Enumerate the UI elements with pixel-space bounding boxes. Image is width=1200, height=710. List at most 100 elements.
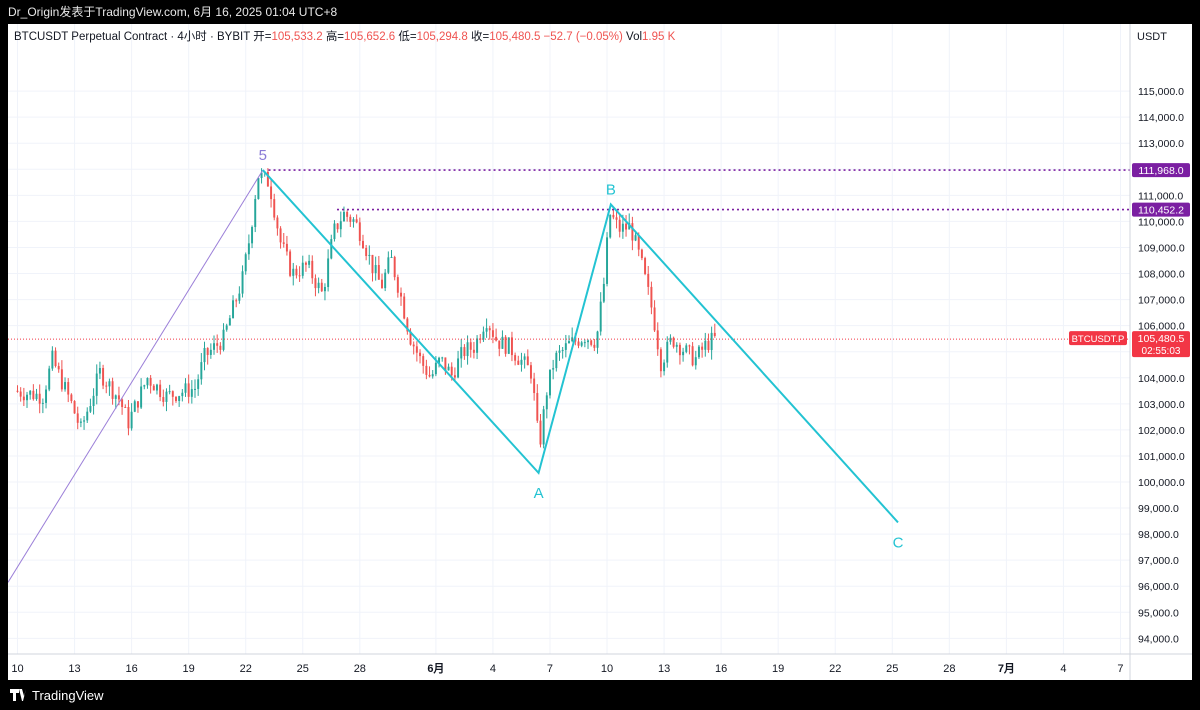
candle-body: [495, 336, 498, 341]
candle-body: [422, 356, 425, 366]
x-tick-label: 28: [354, 663, 366, 675]
candle-body: [238, 293, 241, 301]
candle-body: [155, 384, 158, 391]
x-tick-label: 7: [1117, 663, 1123, 675]
candle-body: [476, 338, 479, 353]
wave-label-c: C: [893, 534, 904, 551]
candle-body: [552, 368, 555, 370]
x-tick-label: 16: [125, 663, 137, 675]
x-tick-label: 10: [11, 663, 23, 675]
candle-body: [60, 369, 63, 390]
candle-body: [323, 287, 326, 292]
candle-body: [593, 344, 596, 348]
candle-body: [304, 262, 307, 265]
candle-body: [450, 366, 453, 376]
candle-body: [67, 382, 70, 395]
candle-body: [634, 235, 637, 241]
y-tick-label: 96,000.0: [1138, 581, 1179, 593]
candle-body: [279, 228, 282, 243]
candle-body: [86, 411, 89, 421]
candle-body: [301, 262, 304, 276]
candle-body: [507, 337, 510, 354]
y-tick-label: 103,000.0: [1138, 399, 1185, 411]
candle-body: [599, 301, 602, 332]
candle-body: [685, 345, 688, 352]
candle-body: [76, 413, 79, 423]
candle-body: [70, 394, 73, 402]
candle-body: [219, 345, 222, 350]
candle-body: [694, 357, 697, 366]
candle-body: [190, 389, 193, 397]
candle-body: [640, 249, 643, 259]
x-tick-label: 22: [240, 663, 252, 675]
candle-body: [184, 383, 187, 393]
x-tick-label: 4: [1060, 663, 1066, 675]
candle-body: [244, 254, 247, 272]
candle-body: [282, 242, 285, 244]
candle-body: [308, 260, 311, 265]
candle-body: [441, 357, 444, 359]
candle-body: [95, 373, 98, 396]
ohlc-label: 高=: [326, 29, 344, 43]
candle-body: [235, 300, 238, 302]
candle-body: [330, 239, 333, 259]
brand-name: TradingView: [32, 687, 104, 703]
candle-body: [396, 277, 399, 293]
y-tick-label: 104,000.0: [1138, 373, 1185, 385]
candle-body: [523, 356, 526, 360]
axes: USDT 94,000.0 95,000.0 96,000.0 97,000.0 98,0…: [8, 24, 1192, 680]
y-tick-label: 107,000.0: [1138, 295, 1185, 307]
level-price-label: 110,452.2: [1138, 205, 1184, 217]
candle-body: [587, 340, 589, 343]
y-tick-label: 106,000.0: [1138, 321, 1185, 333]
candle-body: [102, 368, 105, 386]
candle-body: [529, 365, 532, 379]
candle-body: [583, 342, 586, 344]
candle-body: [200, 362, 203, 380]
candle-body: [317, 282, 320, 289]
candle-body: [606, 237, 609, 284]
candle-body: [438, 357, 441, 363]
candle-body: [266, 171, 269, 187]
chart-panel[interactable]: 5 A B C USDT 94,000.0 95,000.0 96,000.0 97,000.…: [8, 24, 1192, 680]
candle-body: [381, 279, 383, 289]
candle-body: [79, 421, 82, 423]
candle-body: [203, 347, 206, 363]
level-price-label: 111,968.0: [1138, 165, 1183, 177]
candle-body: [130, 411, 133, 429]
candle-body: [194, 388, 196, 390]
candle-body: [152, 385, 155, 391]
candle-body: [181, 392, 184, 397]
abc-wave-line: [262, 169, 899, 524]
candle-body: [222, 329, 225, 350]
y-tick-label: 114,000.0: [1138, 112, 1184, 124]
ohlc-legend: BTCUSDT Perpetual Contract · 4小时 · BYBIT…: [14, 29, 676, 43]
candle-body: [358, 222, 361, 241]
candle-body: [678, 344, 681, 356]
candles: [16, 168, 716, 449]
candle-body: [257, 178, 260, 200]
y-tick-label: 108,000.0: [1138, 269, 1185, 281]
wave-label-b: B: [606, 181, 616, 198]
symbol-tag-label: BTCUSDT.P: [1072, 334, 1125, 345]
candle-body: [38, 393, 41, 404]
candle-body: [362, 240, 364, 248]
candle-body: [555, 352, 558, 369]
candle-body: [691, 346, 694, 366]
candle-body: [143, 385, 146, 387]
countdown-label: 02:55:03: [1142, 346, 1181, 357]
candle-body: [491, 330, 494, 337]
candle-body: [175, 396, 177, 402]
candle-body: [270, 186, 273, 200]
candle-body: [621, 223, 624, 232]
ohlc-value: −52.7 (−0.05%): [544, 31, 626, 43]
ohlc-header: BTCUSDT Perpetual Contract · 4小时 · BYBIT…: [14, 29, 676, 43]
candle-body: [460, 347, 463, 359]
candle-body: [105, 385, 108, 387]
grid: [8, 24, 1130, 654]
last-price-tag: [1132, 331, 1190, 358]
x-tick-label: 25: [297, 663, 309, 675]
y-tick-label: 99,000.0: [1138, 503, 1179, 515]
candle-body: [577, 341, 580, 346]
price-chart[interactable]: 5 A B C USDT 94,000.0 95,000.0 96,000.0 97,000.…: [8, 24, 1192, 680]
